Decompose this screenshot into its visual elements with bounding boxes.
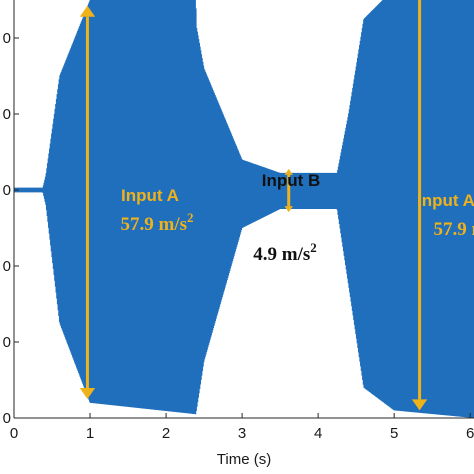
label-input-b: Input B: [262, 171, 321, 190]
y-tick-label: 0: [3, 334, 11, 351]
x-tick-label: 6: [466, 425, 474, 442]
label-input-a-left: Input A: [121, 186, 179, 205]
x-tick-label: 4: [314, 425, 322, 442]
x-tick-label: 0: [10, 425, 18, 442]
arrow-input-b: [284, 168, 293, 213]
y-tick-label: 0: [3, 30, 11, 47]
value-input-b: 4.9 m/s2: [253, 240, 317, 265]
y-tick-label: 0: [3, 106, 11, 123]
label-input-a-right: Input A: [417, 191, 474, 210]
signal-layer: [14, 0, 474, 418]
arrow-input-a-right: [411, 0, 428, 411]
x-tick-label: 1: [86, 425, 94, 442]
signal-series-0: [14, 0, 474, 418]
annotation-layer: Input A 57.9 m/s2 Input B 4.9 m/s2 Input A 57…: [79, 0, 474, 411]
y-tick-label: 0: [3, 410, 11, 427]
arrow-input-a-left: [79, 5, 96, 399]
x-tick-label: 2: [162, 425, 170, 442]
x-axis-label: Time (s): [217, 451, 271, 468]
value-input-a-left: 57.9 m/s2: [121, 210, 194, 235]
value-input-a-right: 57.9 m/s2: [434, 215, 474, 240]
y-tick-label: 0: [3, 182, 11, 199]
y-tick-label: 0: [3, 258, 11, 275]
x-tick-label: 5: [390, 425, 398, 442]
x-tick-label: 3: [238, 425, 246, 442]
